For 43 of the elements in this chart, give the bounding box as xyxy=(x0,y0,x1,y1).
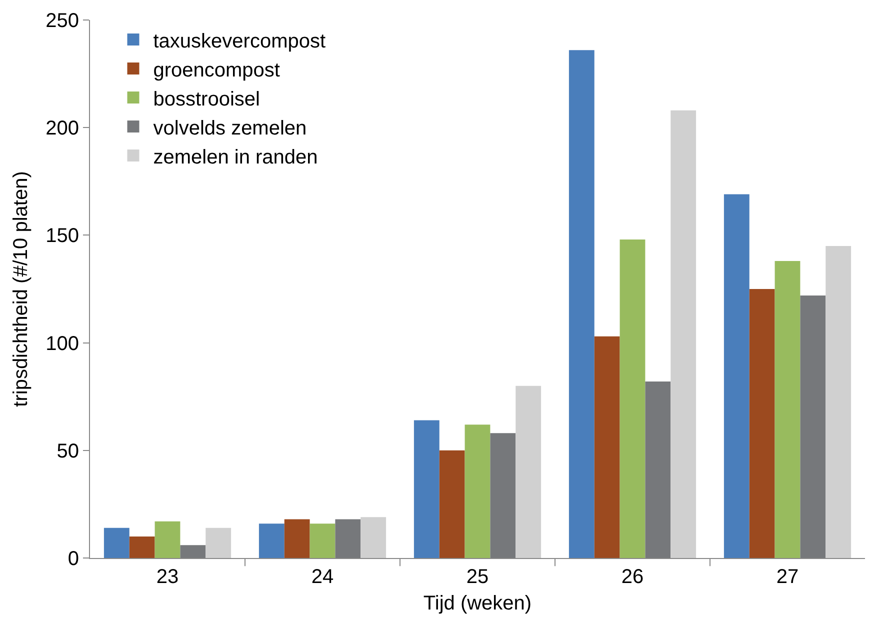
bar xyxy=(284,519,310,558)
bar xyxy=(826,246,852,558)
bar xyxy=(206,528,232,558)
bar xyxy=(464,424,490,558)
bar xyxy=(490,433,516,558)
legend-label: volvelds zemelen xyxy=(153,117,307,140)
bar xyxy=(774,261,800,558)
bar xyxy=(800,295,826,558)
bar xyxy=(258,524,284,558)
bar xyxy=(724,194,750,558)
bar xyxy=(645,382,671,558)
bar xyxy=(749,289,775,558)
legend-label: zemelen in randen xyxy=(153,146,318,168)
bar xyxy=(129,536,155,558)
y-tick-label: 250 xyxy=(46,10,79,32)
y-axis-title: tripsdichtheid (#/10 platen) xyxy=(10,171,32,407)
legend-label: taxuskevercompost xyxy=(153,30,326,52)
bar xyxy=(360,517,386,558)
y-tick-label: 200 xyxy=(46,118,79,140)
x-tick-label: 25 xyxy=(466,566,489,588)
y-tick-label: 150 xyxy=(46,225,79,248)
bar xyxy=(310,524,336,558)
x-tick-label: 27 xyxy=(776,566,799,588)
x-tick-label: 23 xyxy=(156,566,179,588)
y-tick-label: 0 xyxy=(68,548,79,570)
y-tick-label: 100 xyxy=(46,332,79,355)
bar xyxy=(154,521,180,558)
bar xyxy=(104,528,130,558)
x-axis-title: Tijd (weken) xyxy=(423,592,532,614)
y-tick-label: 50 xyxy=(56,440,79,462)
bar xyxy=(620,240,646,558)
bar xyxy=(414,420,440,558)
x-tick-label: 24 xyxy=(311,566,334,588)
bar xyxy=(670,110,696,558)
x-tick-label: 26 xyxy=(621,566,644,588)
bar xyxy=(180,545,206,558)
bar xyxy=(516,386,542,558)
bar xyxy=(439,450,465,558)
bar xyxy=(568,50,594,558)
legend-label: groencompost xyxy=(153,59,280,82)
bar xyxy=(594,336,620,558)
legend-label: bosstrooisel xyxy=(153,88,260,110)
bar xyxy=(335,519,361,558)
